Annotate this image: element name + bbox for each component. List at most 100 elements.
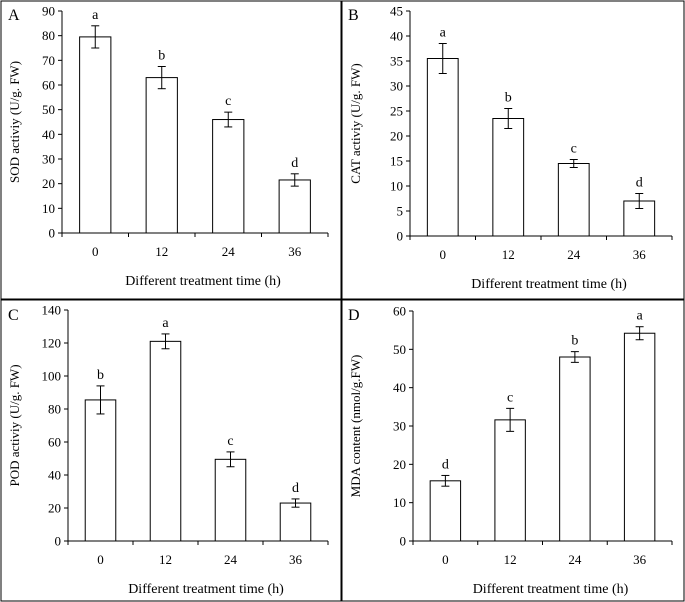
y-tick-label: 30 (42, 152, 55, 167)
x-tick-label: 12 (502, 247, 515, 262)
y-tick-label: 40 (390, 29, 403, 44)
significance-label: b (97, 368, 104, 383)
panel-C: C 0 20 40 60 80 100 120 140 b 0 a 12 c 24 d 36 Different … (0, 299, 342, 602)
y-tick-label: 20 (48, 501, 61, 516)
y-tick-label: 140 (42, 303, 62, 318)
bar (79, 36, 112, 234)
panel-label: B (348, 7, 359, 24)
significance-label: b (571, 334, 578, 349)
bar (494, 419, 526, 542)
panel-B: B 0 5 10 15 20 25 30 35 40 45 a 0 b 12 c 24 d 36 Different … (341, 0, 685, 300)
y-tick-label: 10 (390, 179, 403, 194)
bar (149, 340, 182, 542)
y-tick-label: 0 (400, 534, 407, 549)
y-tick-label: 20 (42, 176, 55, 191)
significance-label: d (291, 156, 298, 171)
y-tick-label: 0 (397, 229, 404, 244)
panel-label: D (348, 307, 360, 324)
bar (426, 58, 459, 237)
x-tick-label: 36 (288, 244, 302, 259)
y-tick-label: 10 (393, 495, 406, 510)
significance-label: a (637, 309, 644, 324)
panel-border (341, 0, 685, 300)
x-tick-label: 0 (97, 552, 104, 567)
panel-D: D 0 10 20 30 40 50 60 d 0 c 12 b 24 a 36 Different treat… (341, 299, 685, 602)
bar (557, 163, 590, 237)
significance-label: c (571, 142, 577, 157)
y-tick-label: 120 (42, 336, 62, 351)
x-tick-label: 36 (289, 552, 303, 567)
x-tick-label: 12 (155, 244, 168, 259)
x-axis-title: Different treatment time (h) (128, 582, 284, 597)
bar (145, 77, 178, 234)
y-tick-label: 60 (393, 304, 406, 319)
y-axis-title: MDA content (nmol/g.FW) (348, 355, 363, 498)
significance-label: a (92, 8, 99, 23)
bar (559, 356, 591, 542)
panel-border (341, 299, 685, 602)
y-tick-label: 25 (390, 104, 403, 119)
y-tick-label: 100 (42, 369, 62, 384)
y-tick-label: 60 (48, 435, 61, 450)
significance-label: c (225, 94, 231, 109)
bar (278, 179, 311, 234)
y-tick-label: 0 (55, 534, 62, 549)
significance-label: a (162, 316, 169, 331)
bar (429, 480, 462, 542)
x-tick-label: 36 (633, 552, 647, 567)
panel-A: A 0 10 20 30 40 50 60 70 80 90 a 0 b 12 c 24 d 36 Different… (0, 0, 342, 300)
significance-label: b (158, 49, 165, 64)
significance-label: d (636, 176, 643, 191)
x-axis-title: Different treatment time (h) (471, 277, 627, 292)
bar (492, 118, 525, 237)
y-tick-label: 0 (49, 226, 56, 241)
significance-label: c (227, 434, 233, 449)
y-tick-label: 45 (390, 4, 403, 19)
y-tick-label: 60 (42, 78, 55, 93)
bar (279, 502, 312, 542)
x-axis-title: Different treatment time (h) (125, 274, 281, 289)
bar (214, 458, 247, 542)
y-tick-label: 30 (390, 79, 403, 94)
y-tick-label: 5 (397, 204, 404, 219)
y-tick-label: 35 (390, 54, 403, 69)
panel-border (0, 299, 342, 602)
y-tick-label: 15 (390, 154, 403, 169)
bar (212, 119, 245, 234)
y-tick-label: 30 (393, 419, 406, 434)
significance-label: c (507, 390, 513, 405)
x-tick-label: 24 (567, 247, 581, 262)
x-tick-label: 12 (159, 552, 172, 567)
y-tick-label: 40 (393, 380, 406, 395)
y-tick-label: 20 (393, 457, 406, 472)
bar (623, 332, 656, 542)
x-tick-label: 24 (222, 244, 236, 259)
x-tick-label: 24 (224, 552, 238, 567)
x-axis-title: Different treatment time (h) (473, 582, 629, 597)
x-tick-label: 24 (568, 552, 582, 567)
significance-label: a (440, 26, 447, 41)
x-tick-label: 36 (633, 247, 647, 262)
y-tick-label: 40 (42, 127, 55, 142)
significance-label: d (442, 457, 449, 472)
y-tick-label: 80 (48, 402, 61, 417)
x-tick-label: 12 (504, 552, 517, 567)
x-tick-label: 0 (92, 244, 99, 259)
panel-label: A (8, 7, 20, 24)
y-tick-label: 50 (42, 102, 55, 117)
y-tick-label: 90 (42, 4, 55, 19)
y-tick-label: 50 (393, 342, 406, 357)
x-tick-label: 0 (440, 247, 447, 262)
y-axis-title: SOD activiy (U/g. FW) (7, 61, 22, 183)
y-axis-title: POD activiy (U/g. FW) (7, 364, 22, 486)
y-tick-label: 20 (390, 129, 403, 144)
significance-label: b (505, 91, 512, 106)
panel-label: C (8, 307, 19, 324)
x-tick-label: 0 (442, 552, 449, 567)
y-tick-label: 10 (42, 201, 55, 216)
y-tick-label: 70 (42, 53, 55, 68)
panel-border (0, 0, 342, 300)
y-tick-label: 40 (48, 468, 61, 483)
y-axis-title: CAT activiy (U/g. FW) (348, 63, 363, 183)
